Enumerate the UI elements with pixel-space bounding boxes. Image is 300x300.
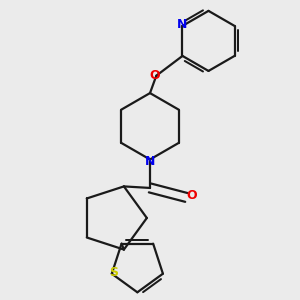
Text: N: N (177, 18, 188, 31)
Text: O: O (149, 69, 160, 82)
Text: N: N (145, 154, 155, 168)
Text: S: S (109, 266, 118, 279)
Text: O: O (187, 189, 197, 202)
